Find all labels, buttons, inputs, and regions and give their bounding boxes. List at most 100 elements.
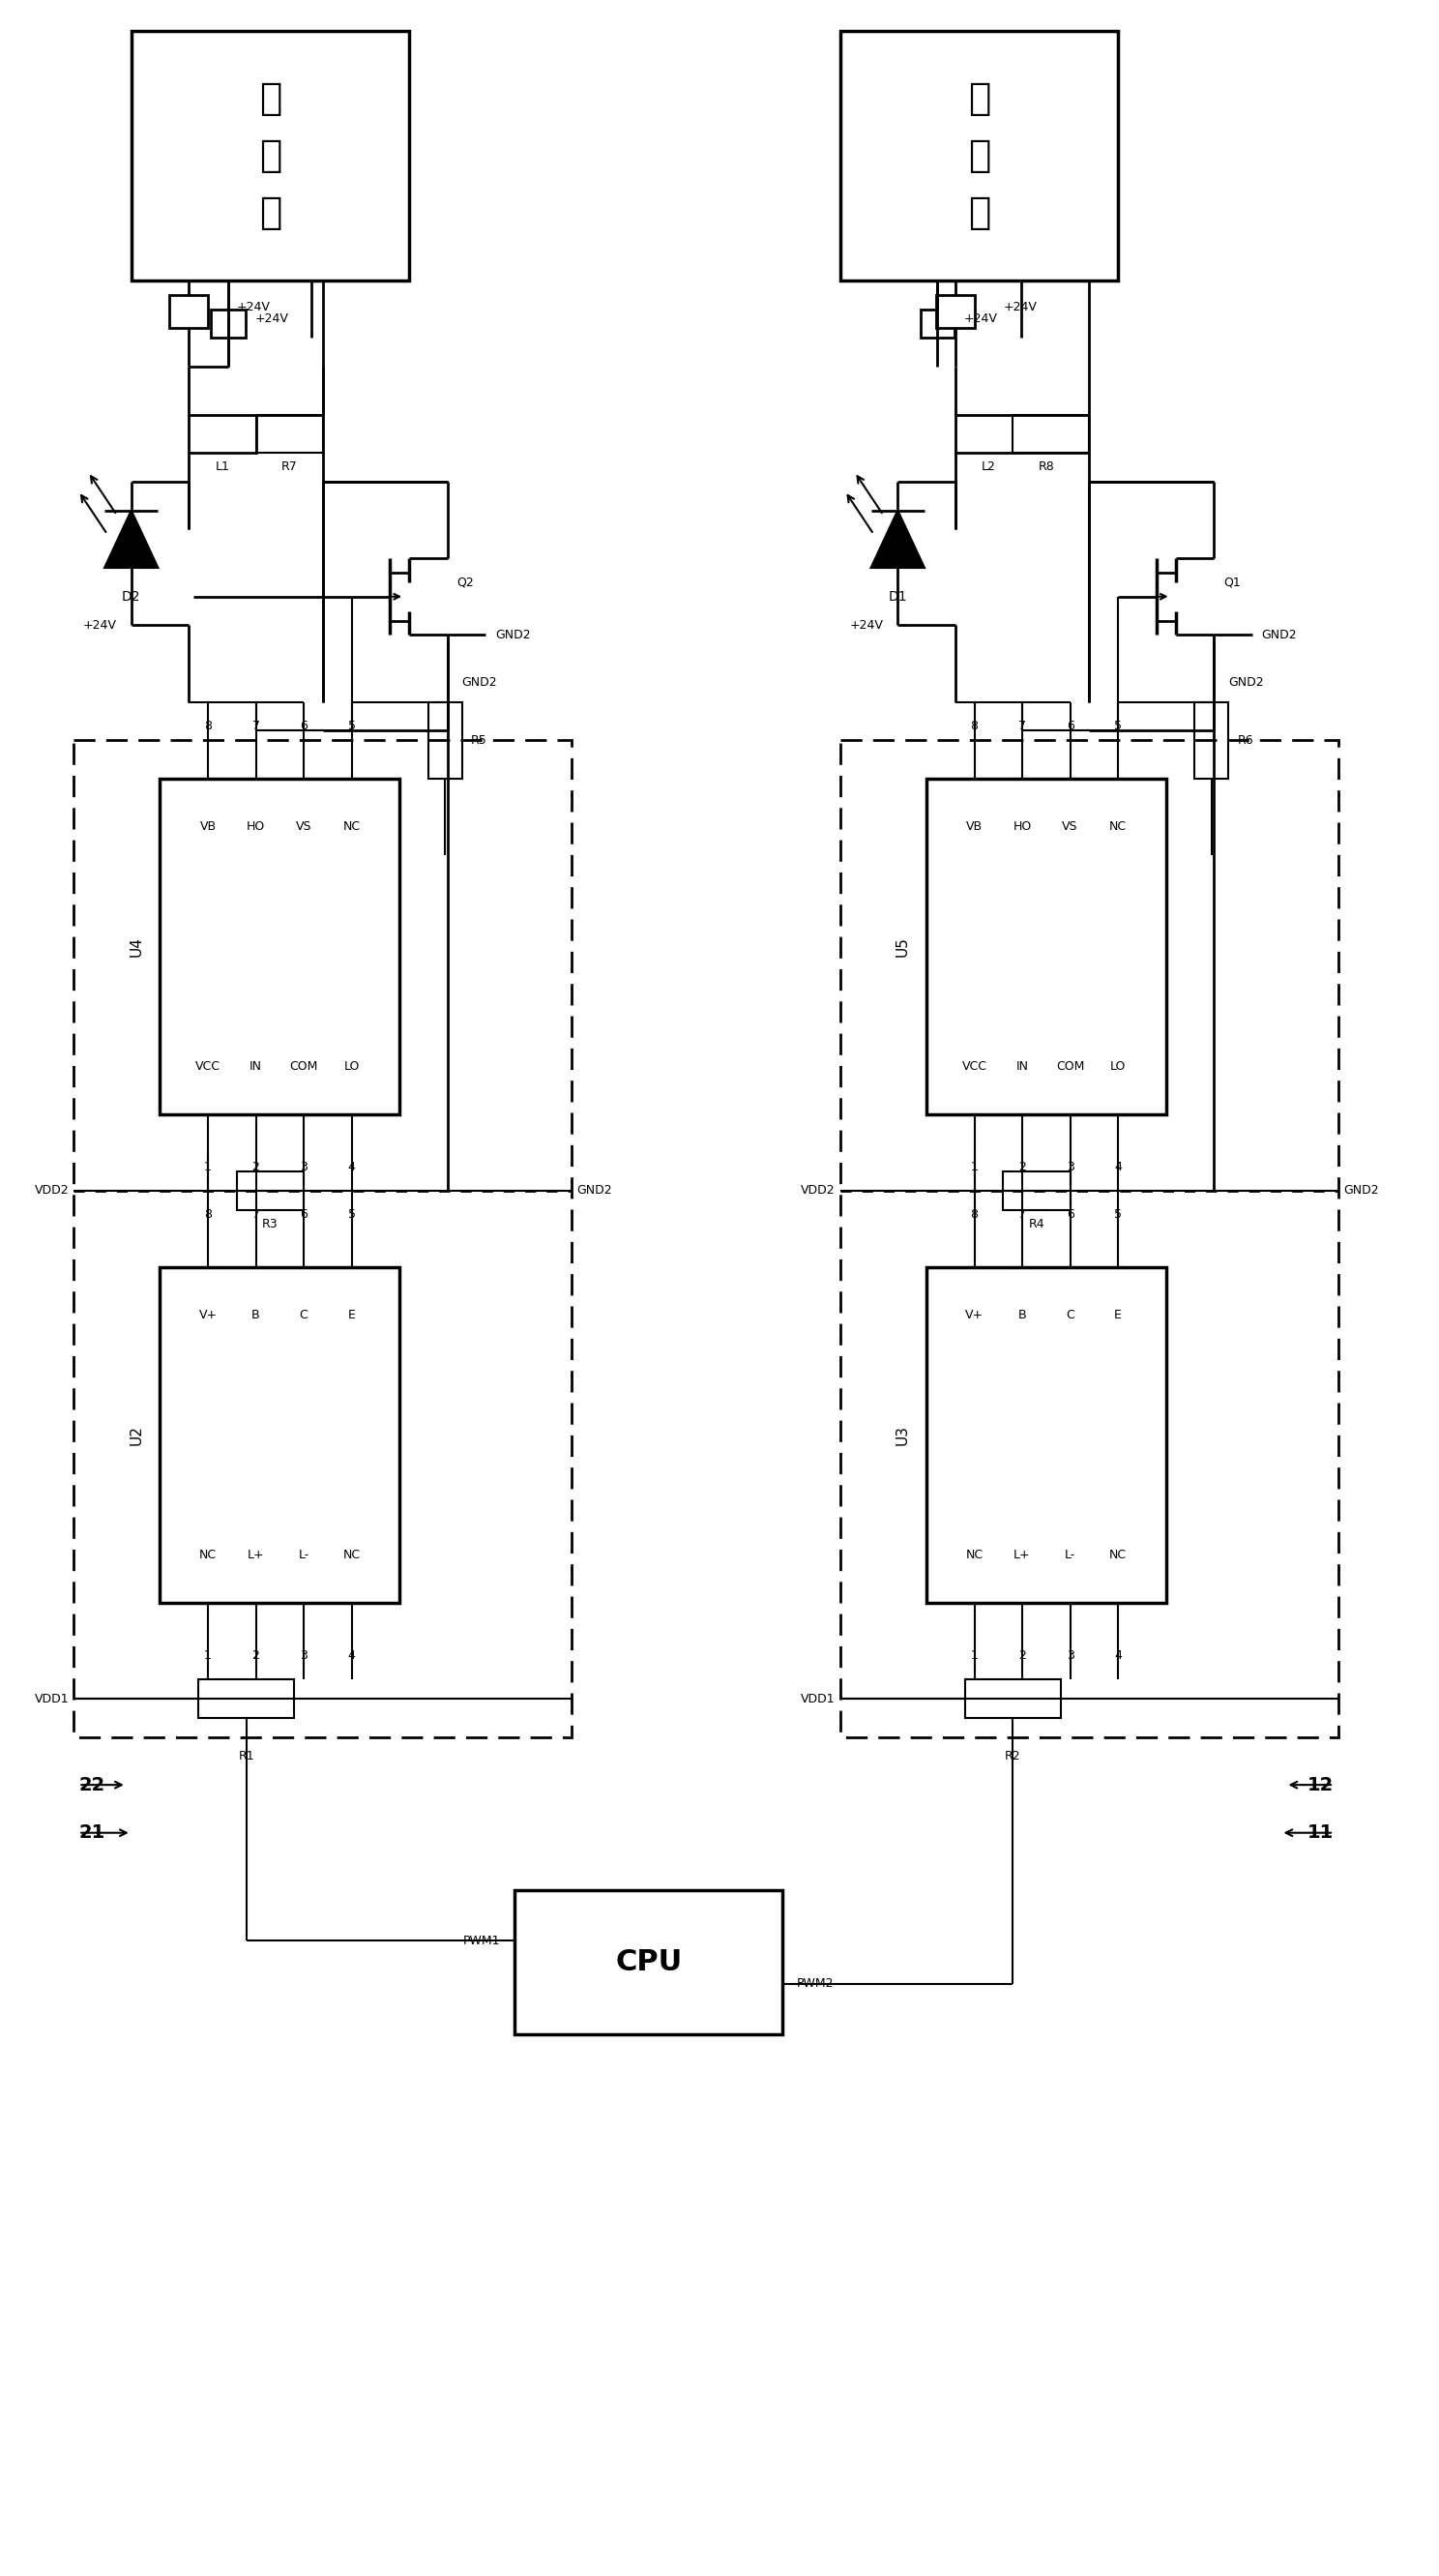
Text: NC: NC	[199, 1548, 217, 1561]
Polygon shape	[871, 510, 924, 567]
Text: C: C	[299, 1309, 308, 1321]
Text: 2: 2	[252, 1159, 259, 1172]
Bar	[131, 31, 409, 281]
Text: 4: 4	[1114, 1649, 1122, 1662]
Bar	[840, 31, 1118, 281]
Text: 3: 3	[299, 1159, 308, 1172]
Text: HO: HO	[246, 819, 265, 832]
Text: NC: NC	[1109, 1548, 1127, 1561]
Bar	[964, 1680, 1061, 1718]
Text: VS: VS	[1062, 819, 1078, 832]
Bar	[160, 778, 400, 1113]
Bar	[170, 294, 207, 327]
Text: NC: NC	[342, 1548, 360, 1561]
Text: +24V: +24V	[964, 312, 999, 325]
Bar	[212, 309, 246, 337]
Text: L1: L1	[214, 461, 229, 474]
Text: E: E	[348, 1309, 355, 1321]
Text: 11: 11	[1307, 1824, 1334, 1842]
Text: GND2: GND2	[1229, 677, 1263, 690]
Text: NC: NC	[966, 1548, 983, 1561]
Text: IN: IN	[249, 1059, 262, 1072]
Text: GND2: GND2	[462, 677, 498, 690]
Text: VCC: VCC	[196, 1059, 220, 1072]
Text: +24V: +24V	[83, 618, 117, 631]
Text: 8: 8	[970, 1208, 979, 1221]
Text: R6: R6	[1238, 734, 1253, 747]
Text: LO: LO	[344, 1059, 360, 1072]
Text: 磁: 磁	[968, 137, 990, 175]
Text: COM: COM	[289, 1059, 318, 1072]
Text: HO: HO	[1013, 819, 1032, 832]
Bar	[515, 1891, 783, 2035]
Text: V+: V+	[199, 1309, 217, 1321]
Text: 1: 1	[204, 1649, 212, 1662]
Text: 合: 合	[259, 137, 282, 175]
Text: 2: 2	[1019, 1159, 1026, 1172]
Text: GND2: GND2	[1262, 629, 1297, 641]
Bar	[927, 1267, 1166, 1602]
Text: 3: 3	[299, 1649, 308, 1662]
Text: 2: 2	[1019, 1649, 1026, 1662]
Text: L+: L+	[248, 1548, 265, 1561]
Text: R5: R5	[471, 734, 488, 747]
Text: +24V: +24V	[849, 618, 884, 631]
Text: 1: 1	[970, 1159, 979, 1172]
Text: 8: 8	[970, 719, 979, 732]
Text: +24V: +24V	[236, 301, 271, 314]
Text: 4: 4	[348, 1159, 355, 1172]
Text: U2: U2	[130, 1425, 144, 1445]
Text: PWM2: PWM2	[797, 1978, 835, 1991]
Text: 5: 5	[1114, 1208, 1122, 1221]
Text: IN: IN	[1016, 1059, 1029, 1072]
Text: R3: R3	[262, 1218, 278, 1231]
Text: +24V: +24V	[255, 312, 289, 325]
Polygon shape	[105, 510, 158, 567]
Text: 7: 7	[252, 1208, 259, 1221]
Text: VB: VB	[200, 819, 216, 832]
Text: 12: 12	[1307, 1775, 1334, 1793]
Text: D1: D1	[888, 590, 907, 603]
Bar	[73, 739, 571, 1736]
Text: 铁: 铁	[968, 196, 990, 232]
Text: V+: V+	[966, 1309, 984, 1321]
Text: 8: 8	[204, 719, 212, 732]
Text: U3: U3	[895, 1425, 909, 1445]
Bar	[256, 415, 322, 453]
Text: 21: 21	[79, 1824, 105, 1842]
Text: GND2: GND2	[495, 629, 531, 641]
Bar	[1194, 703, 1229, 778]
Text: 1: 1	[204, 1159, 212, 1172]
Bar	[236, 1172, 304, 1211]
Bar	[1003, 1172, 1071, 1211]
Text: VDD2: VDD2	[802, 1185, 836, 1198]
Text: 4: 4	[1114, 1159, 1122, 1172]
Text: L-: L-	[298, 1548, 309, 1561]
Text: L+: L+	[1013, 1548, 1030, 1561]
Text: VS: VS	[296, 819, 312, 832]
Text: +24V: +24V	[1003, 301, 1038, 314]
Text: E: E	[1114, 1309, 1122, 1321]
Bar	[955, 415, 1013, 453]
Bar	[1013, 415, 1089, 453]
Text: 3: 3	[1066, 1649, 1073, 1662]
Text: 7: 7	[252, 719, 259, 732]
Text: 6: 6	[299, 719, 308, 732]
Text: 3: 3	[1066, 1159, 1073, 1172]
Bar	[840, 739, 1338, 1736]
Text: 8: 8	[204, 1208, 212, 1221]
Text: D2: D2	[122, 590, 141, 603]
Text: VDD1: VDD1	[35, 1692, 69, 1705]
Text: 6: 6	[1066, 1208, 1073, 1221]
Text: L2: L2	[981, 461, 996, 474]
Text: VDD1: VDD1	[802, 1692, 836, 1705]
Text: R1: R1	[239, 1749, 255, 1762]
Text: 22: 22	[79, 1775, 105, 1793]
Text: 7: 7	[1019, 1208, 1026, 1221]
Bar	[920, 309, 954, 337]
Bar	[927, 778, 1166, 1113]
Text: 2: 2	[252, 1649, 259, 1662]
Text: NC: NC	[342, 819, 360, 832]
Bar	[935, 294, 974, 327]
Text: PWM1: PWM1	[463, 1935, 501, 1947]
